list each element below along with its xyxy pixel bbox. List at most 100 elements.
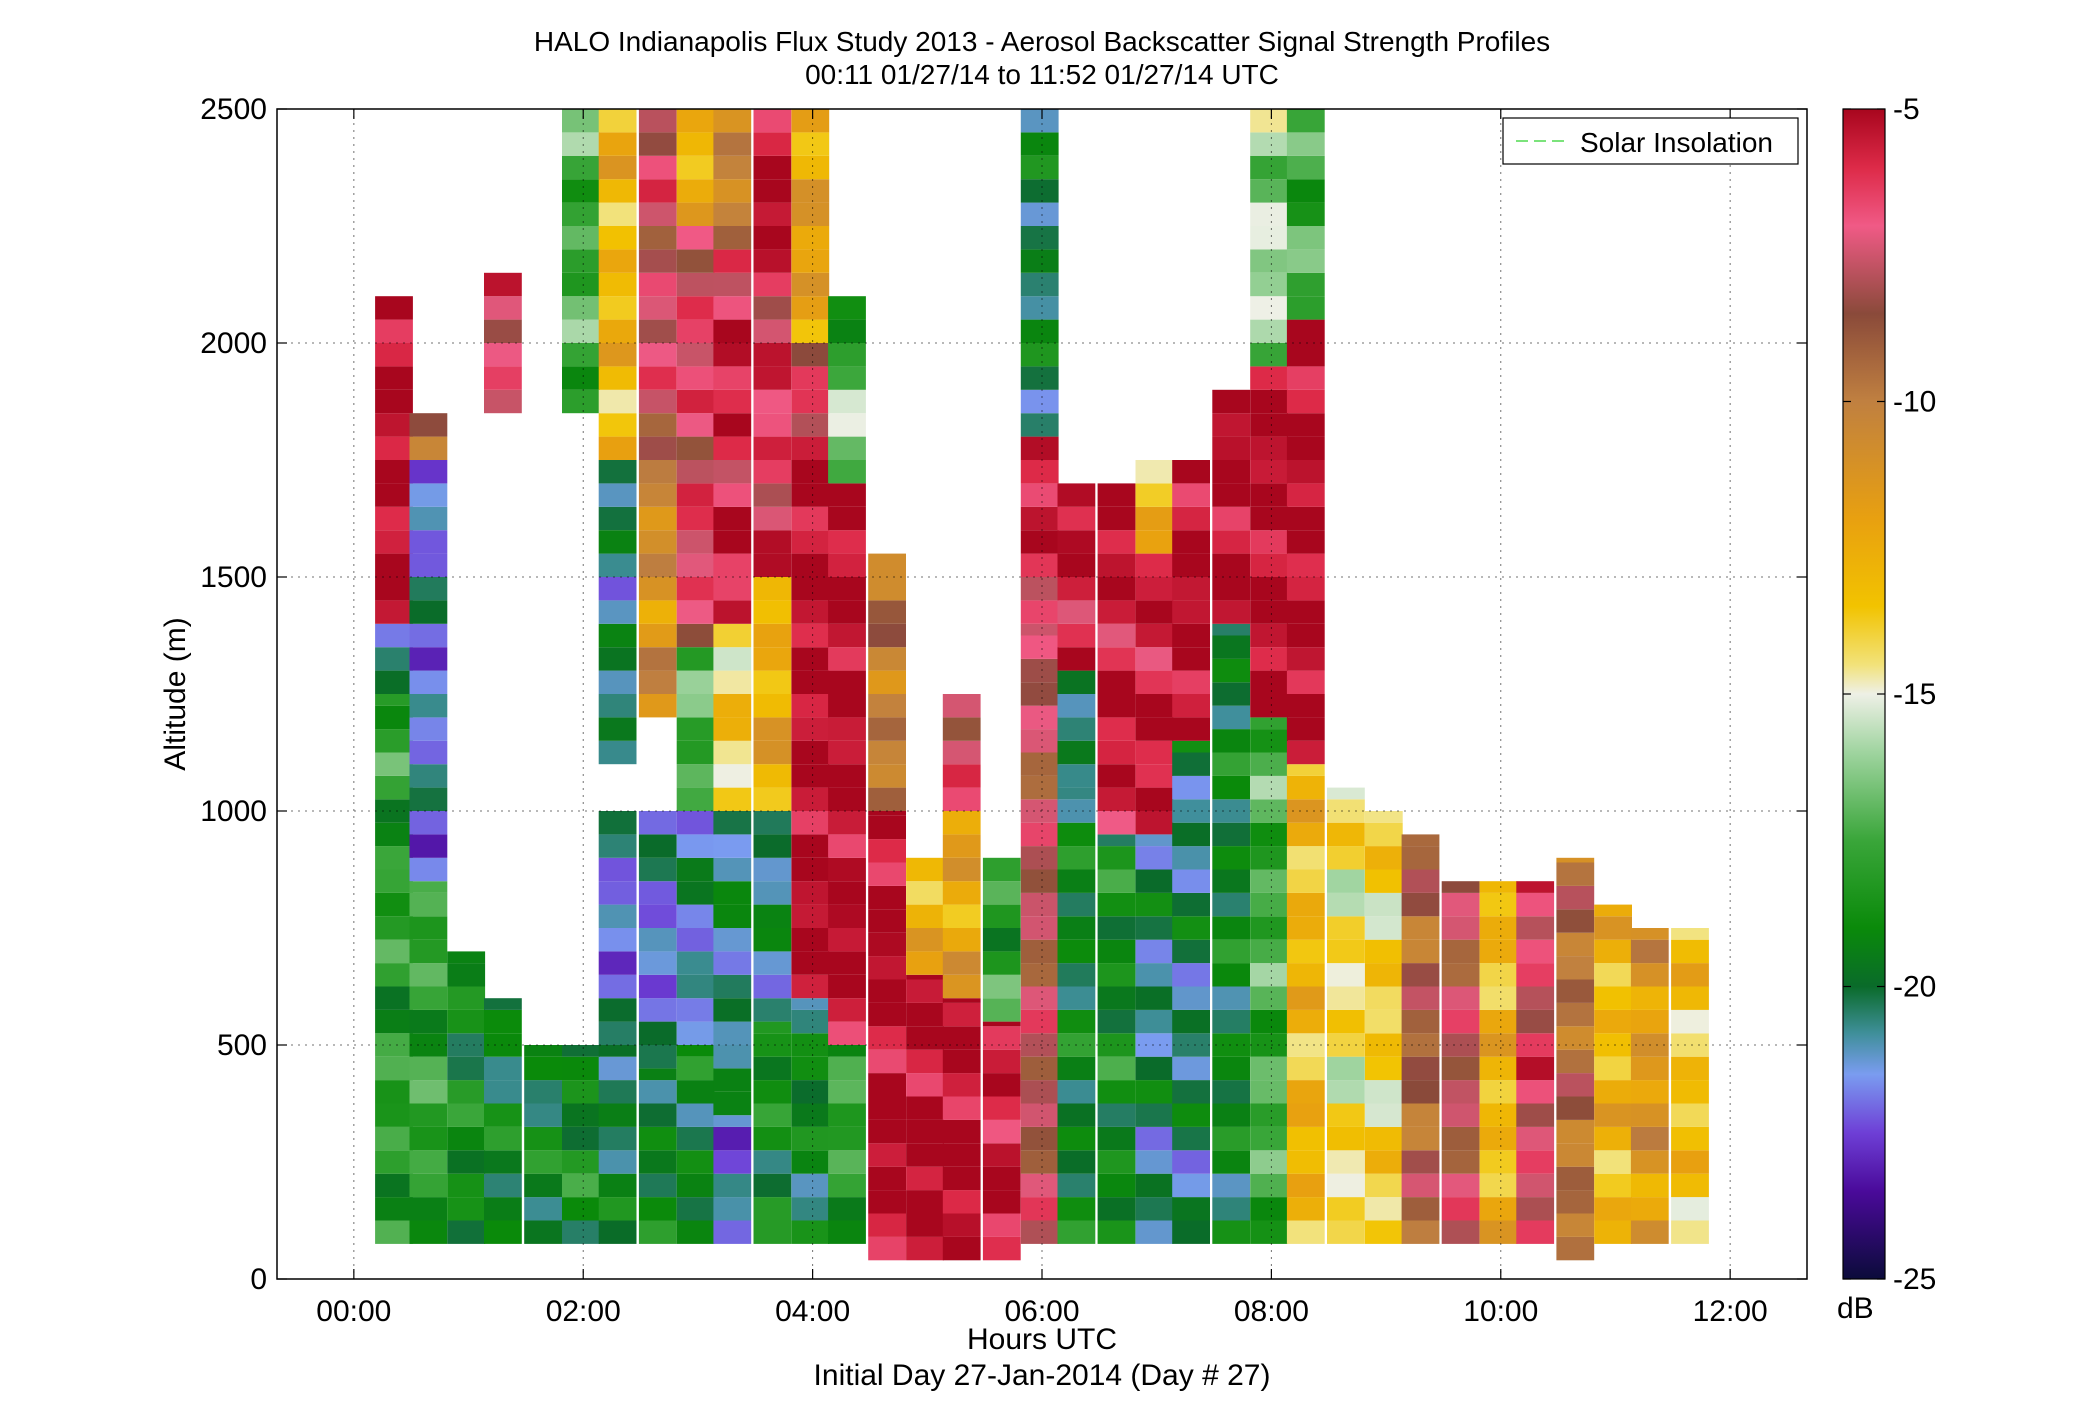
heatmap-cell bbox=[868, 647, 906, 671]
heatmap-cell bbox=[1172, 916, 1210, 940]
heatmap-cell bbox=[375, 705, 413, 730]
heatmap-cell bbox=[638, 998, 677, 1022]
heatmap-cell bbox=[1556, 1073, 1595, 1097]
heatmap-cell bbox=[524, 1173, 562, 1198]
heatmap-cell bbox=[1172, 1009, 1210, 1034]
heatmap-cell bbox=[982, 1049, 1021, 1074]
heatmap-cell bbox=[753, 553, 792, 577]
chart-subtitle: 00:11 01/27/14 to 11:52 01/27/14 UTC bbox=[805, 59, 1279, 90]
heatmap-cell bbox=[868, 1073, 906, 1097]
heatmap-cell bbox=[1172, 1197, 1210, 1221]
heatmap-cell bbox=[1135, 647, 1174, 671]
heatmap-cell bbox=[676, 1056, 715, 1081]
heatmap-cell bbox=[1097, 717, 1136, 741]
y-axis-label: Altitude (m) bbox=[159, 617, 192, 770]
heatmap-cell bbox=[1212, 705, 1251, 730]
heatmap-cell bbox=[409, 857, 448, 882]
heatmap-cell bbox=[1097, 623, 1136, 648]
heatmap-cell bbox=[828, 1197, 866, 1221]
heatmap-cell bbox=[375, 1197, 413, 1221]
heatmap-cell bbox=[1364, 869, 1403, 893]
heatmap-cell bbox=[713, 296, 752, 320]
heatmap-cell bbox=[868, 787, 906, 811]
heatmap-cell bbox=[1020, 729, 1059, 753]
heatmap-cell bbox=[375, 986, 413, 1010]
heatmap-cell bbox=[1250, 623, 1288, 648]
heatmap-cell bbox=[375, 822, 413, 847]
heatmap-cell bbox=[828, 740, 866, 765]
heatmap-cell bbox=[638, 857, 677, 882]
heatmap-cell bbox=[713, 109, 752, 133]
heatmap-cell bbox=[1250, 799, 1288, 823]
heatmap-cell bbox=[1671, 939, 1709, 964]
heatmap-cell bbox=[1401, 1009, 1440, 1034]
heatmap-cell bbox=[1671, 1056, 1709, 1081]
heatmap-cell bbox=[982, 1213, 1021, 1237]
heatmap-cell bbox=[868, 740, 906, 765]
heatmap-cell bbox=[753, 1150, 792, 1174]
heatmap-cell bbox=[562, 155, 600, 180]
heatmap-cell bbox=[676, 530, 715, 554]
heatmap-cell bbox=[409, 577, 448, 601]
heatmap-cell bbox=[1286, 694, 1325, 718]
heatmap-cell bbox=[1250, 822, 1288, 847]
heatmap-cell bbox=[868, 717, 906, 741]
heatmap-cell bbox=[713, 647, 752, 671]
heatmap-cell bbox=[1212, 389, 1251, 414]
heatmap-cell bbox=[1516, 916, 1555, 940]
heatmap-cell bbox=[375, 799, 413, 823]
heatmap-cell bbox=[1020, 155, 1059, 180]
heatmap-cell bbox=[791, 764, 830, 788]
heatmap-cell bbox=[638, 974, 677, 999]
colorbar-tick-label: -5 bbox=[1893, 93, 1920, 126]
heatmap-cell bbox=[598, 647, 637, 671]
heatmap-cell bbox=[598, 881, 637, 905]
heatmap-cell bbox=[1556, 1213, 1595, 1237]
heatmap-cell bbox=[1286, 272, 1325, 297]
heatmap-cell bbox=[906, 1096, 944, 1120]
heatmap-cell bbox=[676, 343, 715, 367]
heatmap-cell bbox=[409, 811, 448, 835]
heatmap-cell bbox=[1020, 366, 1059, 390]
heatmap-cell bbox=[1020, 1080, 1059, 1104]
heatmap-cell bbox=[409, 1126, 448, 1151]
heatmap-cell bbox=[598, 717, 637, 741]
heatmap-cell bbox=[828, 974, 866, 999]
heatmap-cell bbox=[598, 1056, 637, 1081]
heatmap-cell bbox=[791, 1009, 830, 1034]
heatmap-cell bbox=[1212, 892, 1251, 917]
heatmap-cell bbox=[638, 530, 677, 554]
heatmap-cell bbox=[828, 1126, 866, 1151]
heatmap-cell bbox=[676, 857, 715, 882]
heatmap-cell bbox=[1286, 764, 1325, 776]
heatmap-cell bbox=[1286, 670, 1325, 694]
heatmap-cell bbox=[1441, 1080, 1480, 1104]
heatmap-cell bbox=[791, 460, 830, 484]
heatmap-cell bbox=[676, 506, 715, 531]
heatmap-cell bbox=[598, 343, 637, 367]
heatmap-cell bbox=[1020, 530, 1059, 554]
heatmap-cell bbox=[1516, 986, 1555, 1010]
heatmap-cell bbox=[1020, 202, 1059, 226]
heatmap-cell bbox=[1097, 506, 1136, 531]
heatmap-cell bbox=[1020, 109, 1059, 133]
heatmap-cell bbox=[1057, 986, 1096, 1010]
heatmap-cell bbox=[1286, 1150, 1325, 1174]
heatmap-cell bbox=[598, 694, 637, 718]
heatmap-cell bbox=[1250, 366, 1288, 390]
heatmap-cell bbox=[1135, 892, 1174, 917]
heatmap-cell bbox=[484, 1150, 522, 1174]
heatmap-cell bbox=[1020, 600, 1059, 624]
heatmap-cell bbox=[1516, 881, 1555, 893]
heatmap-cell bbox=[906, 1213, 944, 1237]
heatmap-cell bbox=[1020, 296, 1059, 320]
heatmap-cell bbox=[1135, 1173, 1174, 1198]
heatmap-cell bbox=[1286, 389, 1325, 414]
heatmap-cell bbox=[982, 1166, 1021, 1191]
heatmap-cell bbox=[1057, 1150, 1096, 1174]
heatmap-cell bbox=[375, 869, 413, 893]
heatmap-cell bbox=[375, 1009, 413, 1034]
heatmap-cell bbox=[409, 1009, 448, 1034]
heatmap-cell bbox=[1172, 939, 1210, 964]
heatmap-cell bbox=[1286, 132, 1325, 156]
